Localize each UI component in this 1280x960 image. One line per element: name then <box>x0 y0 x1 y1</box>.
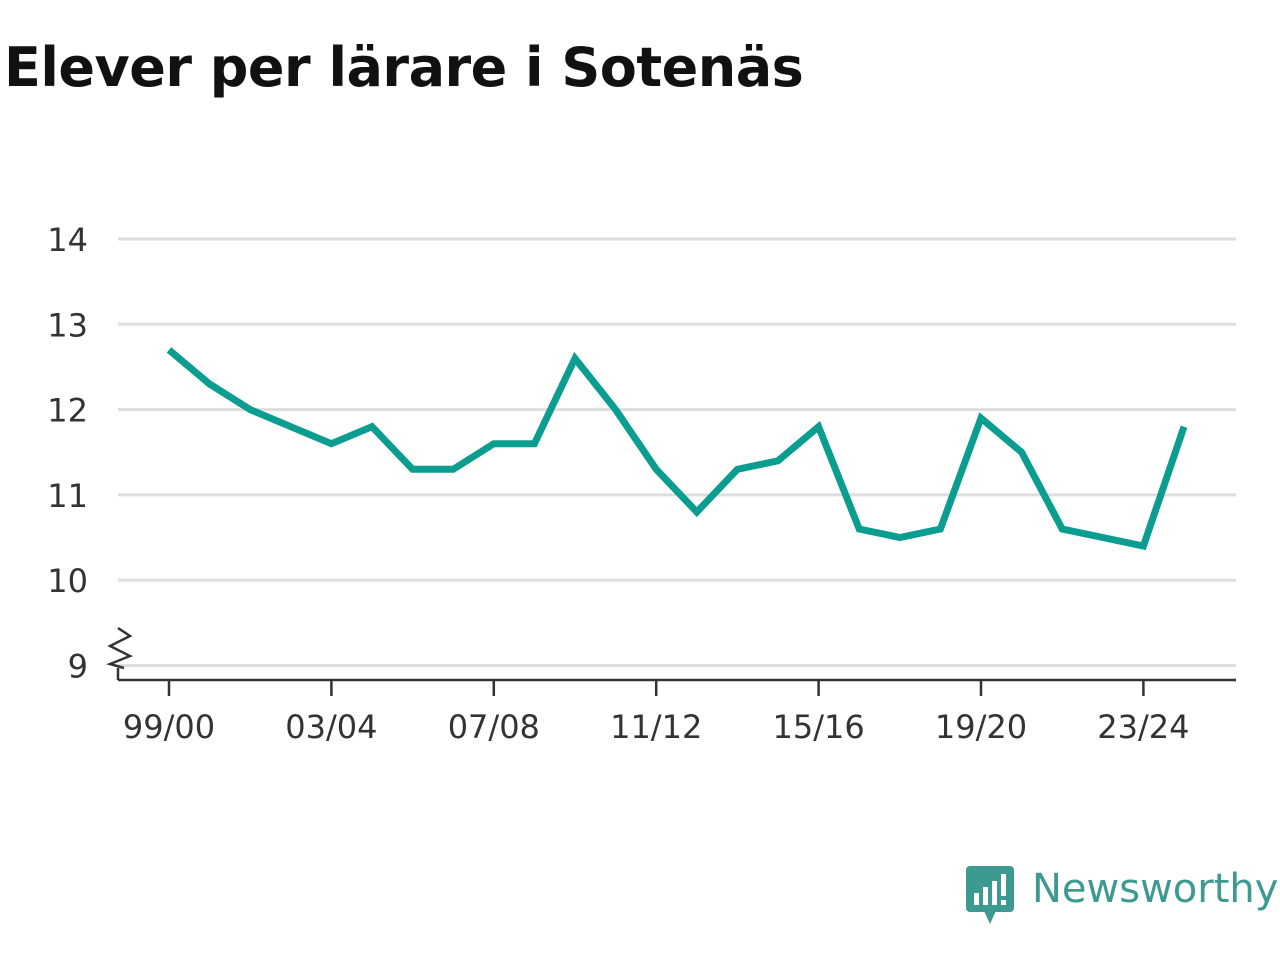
grid-lines <box>118 237 1236 667</box>
y-tick-label: 12 <box>47 392 88 430</box>
x-tick-label: 15/16 <box>772 708 864 746</box>
axis-break-icon <box>106 626 134 670</box>
x-tick-label: 19/20 <box>935 708 1027 746</box>
y-axis-ticks: 9 10 11 12 13 14 <box>47 221 134 686</box>
chart-title: Elever per lärare i Sotenäs <box>4 36 804 99</box>
y-tick-label: 14 <box>47 221 88 259</box>
x-tick-label: 23/24 <box>1097 708 1189 746</box>
x-tick-label: 03/04 <box>285 708 377 746</box>
x-tick-label: 07/08 <box>448 708 540 746</box>
y-tick-label: 13 <box>47 306 88 344</box>
x-tick-label: 11/12 <box>610 708 702 746</box>
series-group <box>166 347 1188 551</box>
series-line <box>166 347 1188 551</box>
x-tick-label: 99/00 <box>123 708 215 746</box>
brand-name: Newsworthy <box>1032 866 1279 912</box>
y-tick-label: 9 <box>68 648 88 686</box>
newsworthy-logo-icon <box>966 866 1014 924</box>
x-axis: 99/00 03/04 07/08 11/12 15/16 19/20 23/24 <box>118 678 1236 746</box>
y-tick-label: 10 <box>47 562 88 600</box>
y-tick-label: 11 <box>47 477 88 515</box>
